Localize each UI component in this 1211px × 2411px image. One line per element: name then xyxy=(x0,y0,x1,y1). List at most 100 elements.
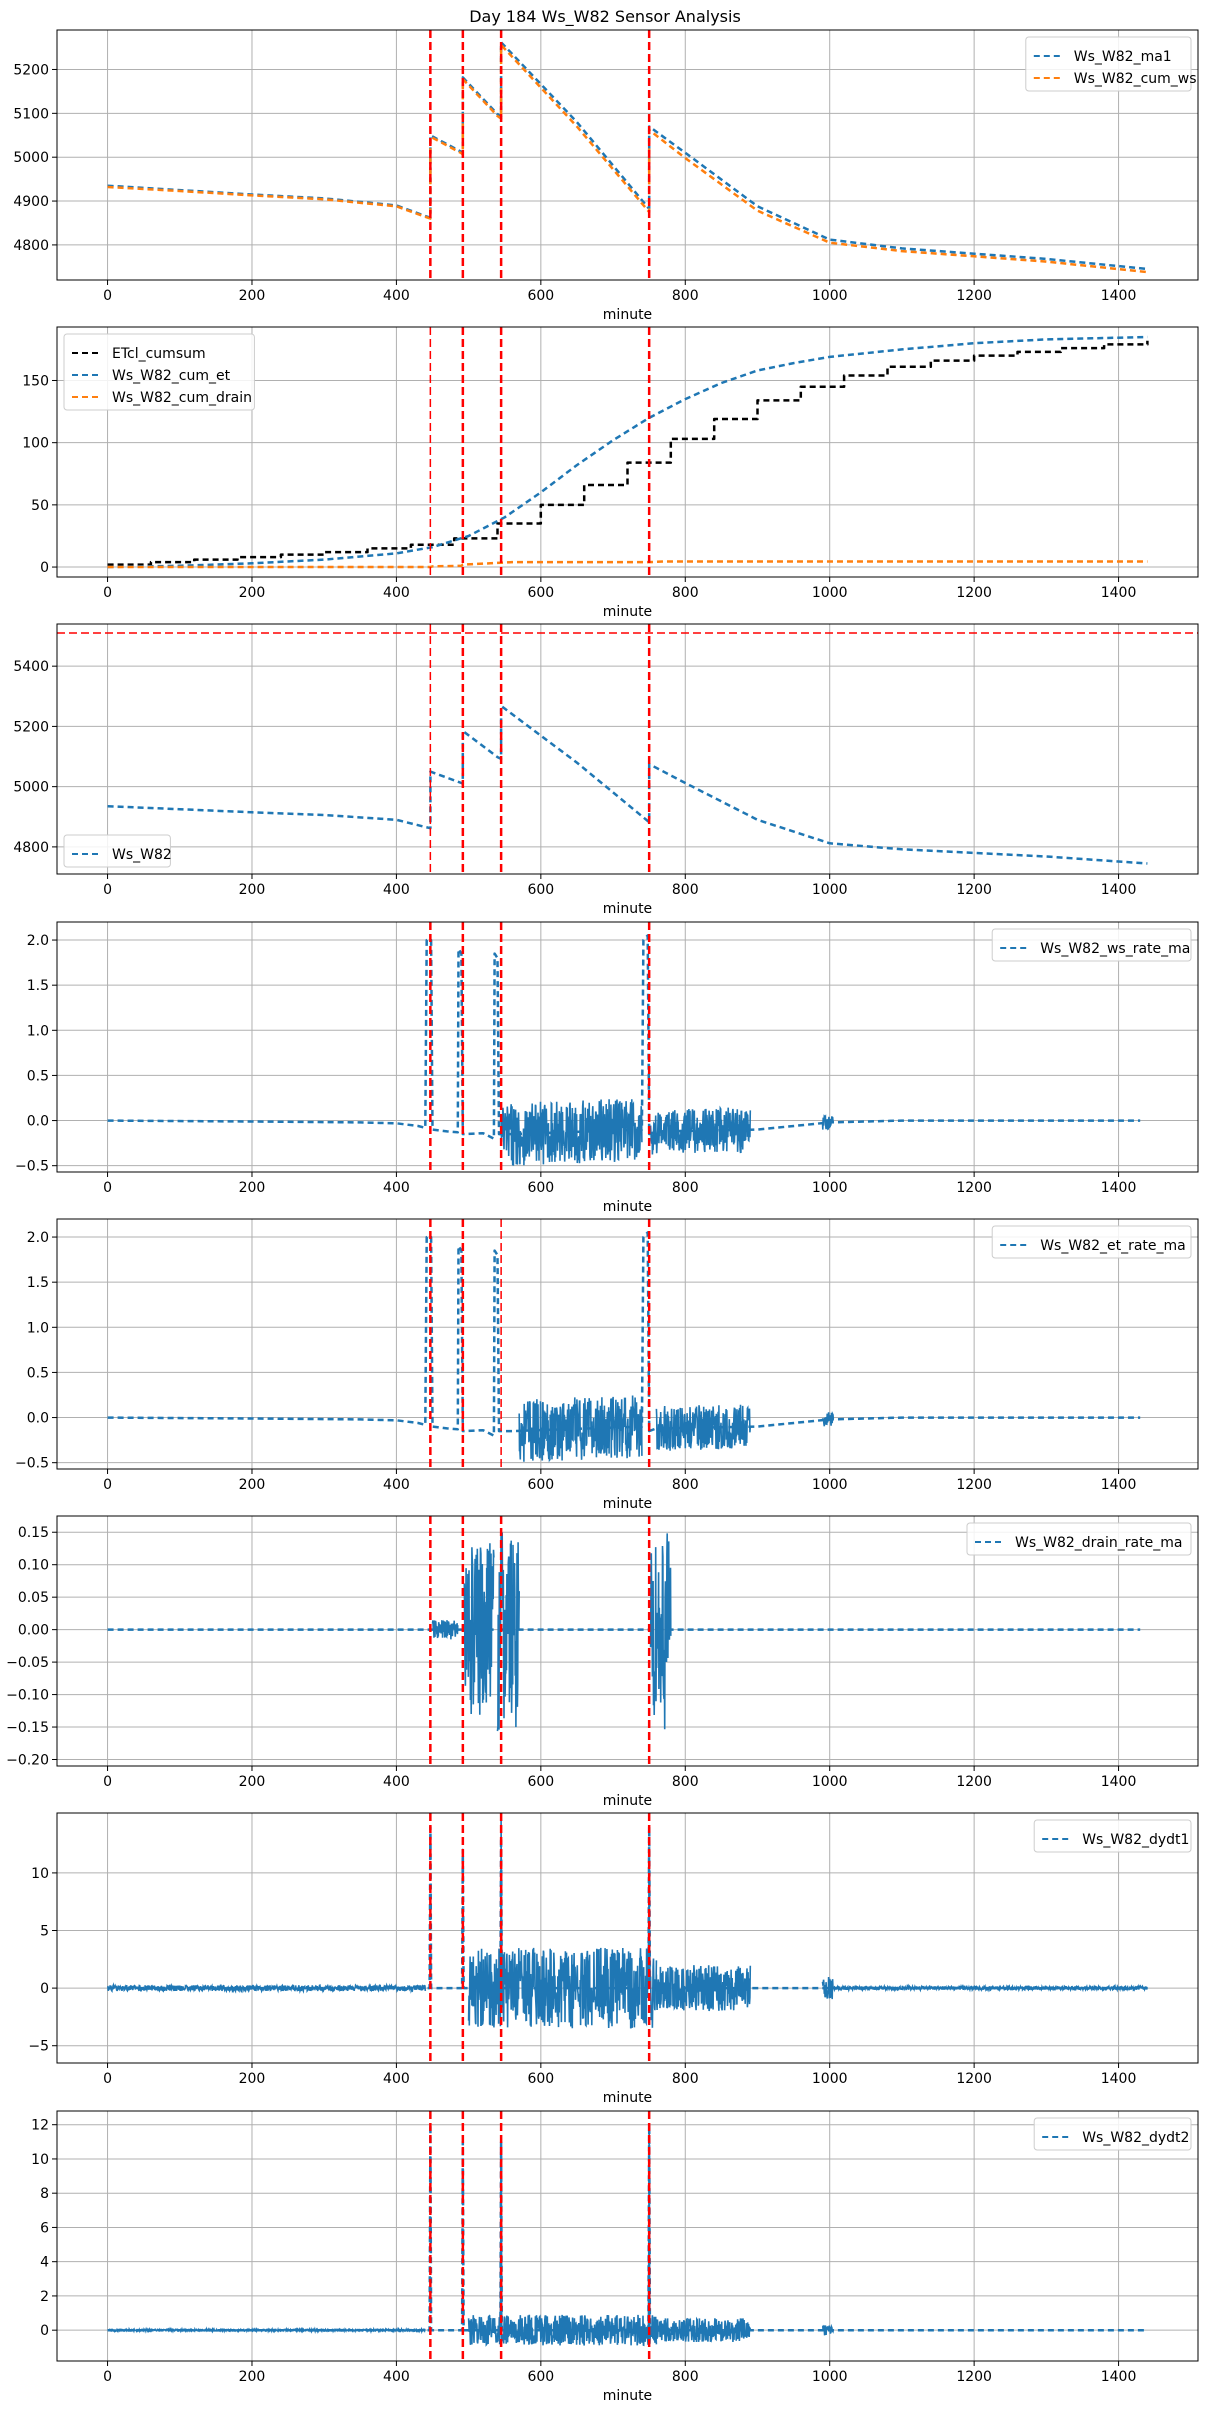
y-tick-label: 0.5 xyxy=(27,1068,49,1084)
y-tick-label: 0.05 xyxy=(18,1590,49,1606)
x-tick-label: 800 xyxy=(672,1180,699,1196)
legend-label: Ws_W82_cum_et xyxy=(112,368,231,384)
y-tick-label: 0 xyxy=(40,560,49,576)
legend-box xyxy=(991,928,1192,962)
x-tick-label: 1000 xyxy=(812,882,848,898)
x-tick-label: 400 xyxy=(383,1180,410,1196)
plot-area xyxy=(57,624,1198,874)
y-tick-label: −0.10 xyxy=(6,1688,49,1704)
y-tick-label: 5 xyxy=(40,1924,49,1940)
x-tick-label: 800 xyxy=(672,288,699,304)
plot-area xyxy=(107,30,1148,280)
y-tick-label: −0.20 xyxy=(6,1753,49,1769)
y-tick-label: 4 xyxy=(40,2255,49,2271)
series-line-ETcl_cumsum xyxy=(107,340,1149,566)
y-tick-label: 100 xyxy=(22,436,49,452)
y-tick-label: 2 xyxy=(40,2289,49,2305)
x-tick-label: 0 xyxy=(103,882,112,898)
series-noise-Ws_W82_drain_rate_ma xyxy=(463,1543,495,1715)
x-tick-label: 400 xyxy=(383,2369,410,2385)
subplot-p5: 0 200 400 600 800 1000 1200 1400 −0.5 0.0 0.5 1.0 1.… xyxy=(15,1218,1199,1512)
y-tick-label: 50 xyxy=(31,498,49,514)
legend: Ws_W82_drain_rate_ma xyxy=(966,1522,1192,1556)
series-line-Ws_W82_et_rate_ma xyxy=(107,1231,1141,1437)
grid xyxy=(57,922,1198,1172)
x-tick-label: 800 xyxy=(672,1774,699,1790)
x-tick-label: 1000 xyxy=(812,288,848,304)
y-tick-label: 0.15 xyxy=(18,1525,49,1541)
y-tick-label: 2.0 xyxy=(27,1230,49,1246)
x-tick-label: 1000 xyxy=(812,585,848,601)
x-tick-label: 800 xyxy=(672,882,699,898)
legend: Ws_W82_dydt1 xyxy=(1033,1819,1192,1853)
x-tick-label: 600 xyxy=(527,882,554,898)
x-axis-label: minute xyxy=(603,1199,652,1215)
x-tick-label: 0 xyxy=(103,2369,112,2385)
legend-box xyxy=(1025,36,1192,92)
series-noise-Ws_W82_dydt1 xyxy=(655,1965,752,2012)
x-tick-label: 200 xyxy=(239,1774,266,1790)
series-noise-Ws_W82_et_rate_ma xyxy=(655,1404,752,1451)
x-axis-label: minute xyxy=(603,901,652,917)
legend-label: Ws_W82_drain_rate_ma xyxy=(1015,1535,1182,1551)
x-tick-label: 800 xyxy=(672,585,699,601)
series-noise-Ws_W82_dydt1 xyxy=(106,1982,427,1994)
axes-frame xyxy=(56,326,1199,578)
series-line-Ws_W82_cum_ws xyxy=(107,43,1148,274)
x-tick-label: 0 xyxy=(103,2071,112,2087)
subplot-p4: 0 200 400 600 800 1000 1200 1400 −0.5 0.0 0.5 1.0 1.… xyxy=(15,921,1199,1215)
x-tick-label: 0 xyxy=(103,1180,112,1196)
y-tick-label: −0.05 xyxy=(6,1655,49,1671)
x-tick-label: 400 xyxy=(383,585,410,601)
y-tick-label: 0 xyxy=(40,1981,49,1997)
x-axis-label: minute xyxy=(603,604,652,620)
x-tick-label: 400 xyxy=(383,1774,410,1790)
series-line-Ws_W82_ma1 xyxy=(107,41,1148,271)
y-tick-label: 5000 xyxy=(13,780,49,796)
subplot-p6: 0 200 400 600 800 1000 1200 1400 −0.20 −0.15 −0.10… xyxy=(6,1515,1199,1809)
x-tick-label: 1400 xyxy=(1101,1180,1137,1196)
axes-frame xyxy=(56,29,1199,281)
x-tick-label: 600 xyxy=(527,1477,554,1493)
series-noise-Ws_W82_dydt1 xyxy=(467,1817,658,2029)
subplot-p3: 0 200 400 600 800 1000 1200 1400 4800 5000 5200 540… xyxy=(13,623,1199,917)
series-noise-Ws_W82_ws_rate_ma xyxy=(500,1099,643,1166)
x-tick-label: 200 xyxy=(239,2369,266,2385)
x-axis-label: minute xyxy=(603,2090,652,2106)
x-tick-label: 200 xyxy=(239,288,266,304)
series-line-Ws_W82_cum_drain xyxy=(107,560,1148,569)
legend-label: Ws_W82_ws_rate_ma xyxy=(1040,941,1190,957)
x-tick-label: 600 xyxy=(527,1180,554,1196)
plot-area xyxy=(106,1813,1148,2063)
x-tick-label: 1200 xyxy=(956,1180,992,1196)
legend-box xyxy=(1033,1819,1192,1853)
y-tick-label: 2.0 xyxy=(27,933,49,949)
x-tick-label: 400 xyxy=(383,882,410,898)
x-tick-label: 600 xyxy=(527,2369,554,2385)
legend: Ws_W82 xyxy=(63,834,172,868)
x-tick-label: 600 xyxy=(527,1774,554,1790)
x-tick-label: 1000 xyxy=(812,2369,848,2385)
x-tick-label: 0 xyxy=(103,585,112,601)
legend: Ws_W82_ws_rate_ma xyxy=(991,928,1192,962)
series-line-Ws_W82 xyxy=(107,704,1148,865)
x-tick-label: 1400 xyxy=(1101,2071,1137,2087)
plot-area xyxy=(107,2111,1148,2361)
figure-title: Day 184 Ws_W82 Sensor Analysis xyxy=(469,7,741,27)
series-noise-Ws_W82_ws_rate_ma xyxy=(821,1114,835,1131)
series-noise-Ws_W82_drain_rate_ma xyxy=(431,1619,459,1640)
y-tick-label: 0.00 xyxy=(18,1623,49,1639)
axes-frame xyxy=(56,623,1199,875)
plot-area xyxy=(107,922,1141,1172)
legend: Ws_W82_dydt2 xyxy=(1033,2117,1192,2151)
y-tick-label: −0.5 xyxy=(15,1159,49,1175)
series-noise-Ws_W82_drain_rate_ma xyxy=(649,1533,672,1730)
grid xyxy=(57,1219,1198,1469)
grid xyxy=(57,1813,1198,2063)
plot-area xyxy=(107,1516,1141,1766)
series-noise-Ws_W82_dydt1 xyxy=(821,1976,835,2000)
x-tick-label: 1200 xyxy=(956,585,992,601)
legend-label: Ws_W82 xyxy=(112,847,172,863)
y-tick-label: 12 xyxy=(31,2118,49,2134)
